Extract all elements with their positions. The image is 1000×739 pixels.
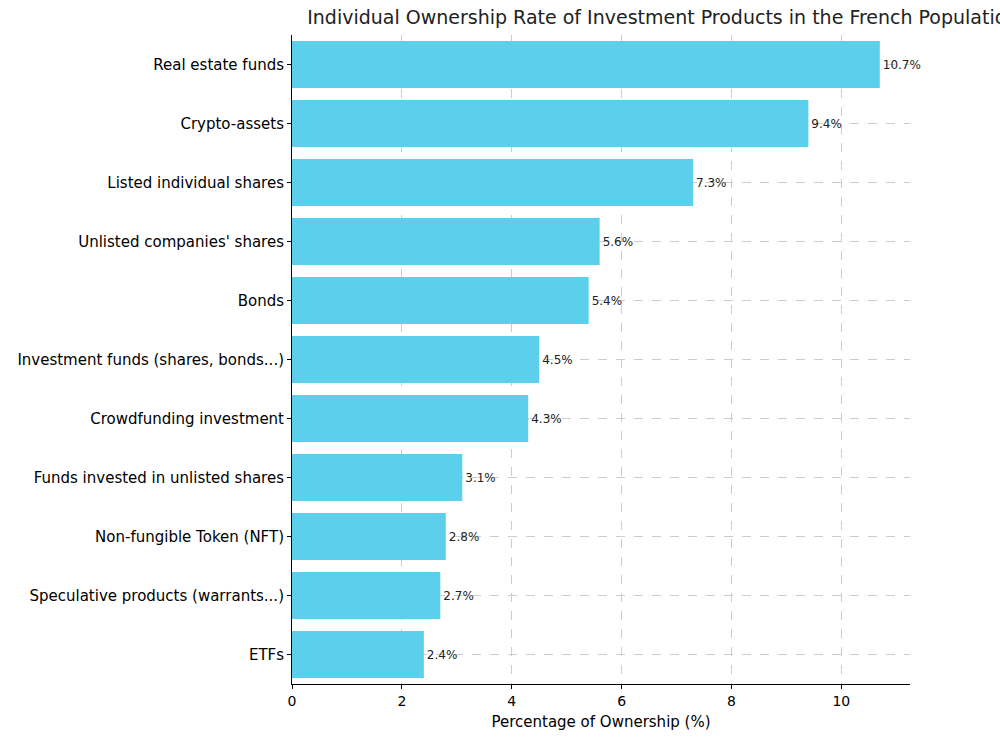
svg-text:2: 2 (397, 693, 406, 709)
svg-text:2.4%: 2.4% (427, 648, 458, 662)
svg-text:Investment funds (shares, bond: Investment funds (shares, bonds...) (17, 351, 284, 369)
svg-text:10.7%: 10.7% (883, 58, 921, 72)
svg-text:0: 0 (288, 693, 297, 709)
svg-text:4: 4 (507, 693, 516, 709)
svg-text:5.6%: 5.6% (603, 235, 634, 249)
svg-text:Crypto-assets: Crypto-assets (180, 115, 284, 133)
svg-text:6: 6 (617, 693, 626, 709)
svg-text:Funds invested in unlisted sha: Funds invested in unlisted shares (34, 469, 285, 487)
svg-text:3.1%: 3.1% (465, 471, 496, 485)
svg-text:ETFs: ETFs (249, 646, 284, 664)
svg-text:Real estate funds: Real estate funds (153, 56, 284, 74)
svg-text:Non-fungible Token (NFT): Non-fungible Token (NFT) (95, 528, 284, 546)
svg-text:2.8%: 2.8% (449, 530, 480, 544)
svg-text:8: 8 (727, 693, 736, 709)
svg-text:10: 10 (832, 693, 850, 709)
svg-text:4.5%: 4.5% (542, 353, 573, 367)
svg-text:Individual Ownership Rate of I: Individual Ownership Rate of Investment … (307, 6, 1000, 28)
svg-text:Listed individual shares: Listed individual shares (107, 174, 284, 192)
svg-text:Bonds: Bonds (238, 292, 284, 310)
svg-text:Unlisted companies' shares: Unlisted companies' shares (78, 233, 284, 251)
svg-text:Speculative products (warrants: Speculative products (warrants...) (29, 587, 284, 605)
svg-text:Percentage of Ownership (%): Percentage of Ownership (%) (491, 713, 710, 731)
svg-text:4.3%: 4.3% (531, 412, 562, 426)
svg-text:9.4%: 9.4% (811, 117, 842, 131)
svg-text:5.4%: 5.4% (592, 294, 623, 308)
svg-text:7.3%: 7.3% (696, 176, 727, 190)
svg-text:Crowdfunding investment: Crowdfunding investment (90, 410, 284, 428)
svg-text:2.7%: 2.7% (443, 589, 474, 603)
